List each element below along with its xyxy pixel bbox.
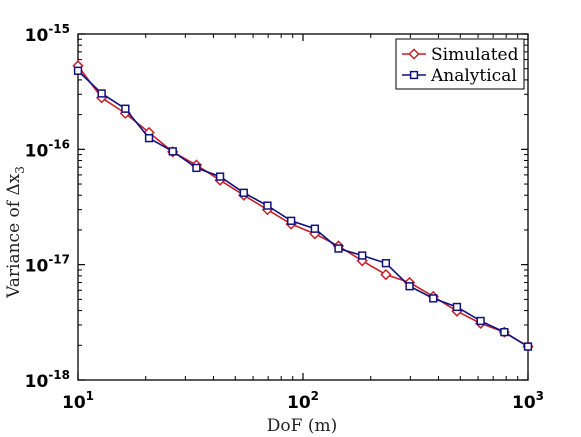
x-tick-exponent: 1 [86,389,94,403]
series-analytical [73,66,533,351]
data-point-analytical [168,147,177,156]
data-point-analytical [452,302,462,312]
x-tick-label: 101 [62,389,94,413]
data-point-analytical [500,327,509,337]
x-tick-base: 10 [287,393,311,413]
legend-item-simulated: Simulated [402,45,519,65]
y-tick-base: 10 [25,372,49,392]
data-point-analytical [287,216,296,225]
x-tick-base: 10 [512,393,536,413]
legend-label-analytical: Analytical [430,66,517,86]
y-tick-exponent: -18 [48,368,70,382]
y-axis-label-main: Variance of Δx [4,173,24,299]
data-point-analytical [358,251,367,260]
data-point-analytical [334,244,343,253]
data-point-analytical [381,259,391,268]
y-tick-exponent: -16 [48,137,70,151]
x-tick-exponent: 3 [536,389,544,403]
data-point-analytical [97,89,106,98]
data-point-analytical [121,104,130,113]
y-tick-base: 10 [25,141,49,161]
y-axis-label: Variance of Δx3 [4,166,27,299]
x-axis-label: DoF (m) [267,416,337,436]
data-point-analytical [263,201,272,210]
data-point-analytical [144,134,154,143]
x-axis: 101 102 103 [62,34,544,413]
legend-swatch-marker [408,48,420,60]
y-tick-label: 10-17 [25,253,70,277]
plot-area [77,33,529,381]
data-point-analytical [476,316,485,326]
legend-swatch-marker [409,70,419,80]
x-tick-exponent: 2 [311,389,319,403]
plot-frame [77,33,529,381]
x-tick-label: 103 [512,389,544,413]
series-layer [72,60,534,353]
x-tick-base: 10 [62,393,86,413]
data-point-analytical [405,282,414,291]
y-tick-label: 10-15 [25,22,70,46]
data-point-analytical [310,224,320,233]
y-tick-exponent: -15 [48,22,70,36]
y-tick-label: 10-18 [25,368,70,392]
legend-box [395,38,525,90]
x-tick-label: 102 [287,389,319,413]
y-tick-label: 10-16 [25,137,70,161]
legend-item-analytical: Analytical [402,66,517,86]
data-point-analytical [523,342,533,351]
data-point-analytical [429,294,438,303]
data-point-analytical [192,163,201,173]
data-point-analytical [73,66,83,75]
legend-label-simulated: Simulated [431,45,519,65]
y-axis-label-subscript: 3 [13,166,27,174]
y-tick-base: 10 [25,26,49,46]
data-point-simulated [380,268,392,281]
data-point-analytical [215,172,225,181]
y-tick-exponent: -17 [48,253,70,267]
data-point-analytical [239,188,248,197]
y-tick-base: 10 [25,257,49,277]
